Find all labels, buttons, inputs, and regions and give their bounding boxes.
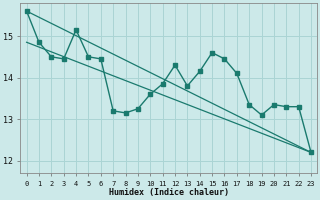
X-axis label: Humidex (Indice chaleur): Humidex (Indice chaleur) <box>109 188 229 197</box>
